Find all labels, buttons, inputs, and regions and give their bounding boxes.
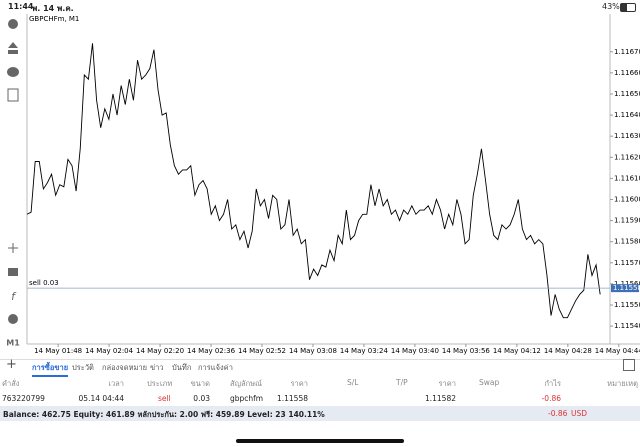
- price-line: [26, 43, 601, 319]
- crosshair-icon[interactable]: [8, 243, 18, 253]
- indicator-icon[interactable]: [8, 268, 18, 276]
- x-tick-label: 14 May 04:12: [493, 347, 541, 355]
- y-tick-label: 1.11580: [614, 238, 640, 246]
- layout-button[interactable]: [623, 359, 635, 371]
- tab[interactable]: การซื้อขาย: [32, 362, 69, 377]
- x-tick-label: 14 May 02:36: [187, 347, 236, 355]
- x-tick-label: 14 May 03:40: [391, 347, 439, 355]
- symbol-label: GBPCHFm, M1: [29, 15, 79, 23]
- y-tick-label: 1.11610: [614, 174, 640, 182]
- x-tick-label: 14 May 02:52: [238, 347, 286, 355]
- cell-type: sell: [158, 394, 171, 403]
- y-tick-label: 1.11650: [614, 90, 640, 98]
- cell-volume: 0.03: [193, 394, 210, 403]
- column-header: S/L: [347, 378, 359, 387]
- x-tick-label: 14 May 03:56: [442, 347, 491, 355]
- cell-time: 05.14 04:44: [78, 394, 124, 403]
- column-header: หมายเหตุ: [607, 379, 638, 388]
- total-profit: -0.86: [548, 409, 568, 418]
- tab[interactable]: การแจ้งค่า: [198, 363, 233, 372]
- status-date: พ. 14 พ.ค.: [32, 4, 74, 13]
- x-tick-label: 14 May 04:44: [595, 347, 640, 355]
- column-header: สัญลักษณ์: [230, 379, 263, 388]
- status-time: 11:44: [8, 2, 34, 11]
- column-header: คำสั่ง: [2, 379, 20, 388]
- chat-icon[interactable]: [7, 67, 19, 77]
- y-tick-label: 1.11630: [614, 132, 640, 140]
- column-header: T/P: [396, 378, 408, 387]
- left-toolbar: [0, 14, 27, 359]
- cell-open-price: 1.11558: [276, 394, 308, 403]
- balance-bar: [0, 406, 640, 421]
- status-battery: 43%: [602, 2, 620, 11]
- trade-icon[interactable]: [8, 42, 18, 54]
- column-header: กำไร: [544, 379, 561, 388]
- home-indicator: [236, 439, 404, 443]
- order-label: sell 0.03: [29, 279, 59, 287]
- order-price: 1.11558: [613, 284, 640, 292]
- y-tick-label: 1.11560: [614, 280, 640, 288]
- column-header: เวลา: [108, 379, 124, 388]
- cell-current-price: 1.11582: [424, 394, 456, 403]
- x-tick-label: 14 May 03:08: [289, 347, 337, 355]
- y-tick-label: 1.11550: [614, 301, 640, 309]
- x-tick-label: 14 May 04:28: [544, 347, 592, 355]
- column-header: Swap: [479, 378, 500, 387]
- column-header: ราคา: [290, 379, 308, 388]
- y-tick-label: 1.11600: [614, 195, 640, 203]
- add-icon[interactable]: [7, 88, 19, 102]
- x-tick-label: 14 May 03:24: [340, 347, 389, 355]
- battery-icon: [620, 3, 636, 12]
- y-tick-label: 1.11640: [614, 111, 640, 119]
- balance-summary: Balance: 462.75 Equity: 461.89 หลักประกั…: [3, 410, 325, 419]
- y-tick-label: 1.11540: [614, 322, 640, 330]
- order-price-tag: [611, 284, 639, 293]
- x-tick-label: 14 May 01:48: [34, 347, 82, 355]
- chart: f M1 GBPCHFm, M1 1.115401.115501.115601.…: [0, 14, 640, 359]
- y-tick-label: 1.11570: [614, 259, 640, 267]
- column-header: ราคา: [438, 379, 456, 388]
- tab[interactable]: กล่องจดหมาย: [102, 363, 148, 372]
- y-tick-label: 1.11620: [614, 153, 640, 161]
- cell-profit: -0.86: [541, 394, 561, 403]
- currency: USD: [571, 409, 588, 418]
- column-header: ประเภท: [147, 379, 173, 388]
- x-tick-label: 14 May 02:20: [136, 347, 184, 355]
- objects-icon[interactable]: [8, 314, 18, 324]
- y-tick-label: 1.11590: [614, 217, 640, 225]
- tab-bar: [0, 359, 640, 374]
- column-header: ขนาด: [190, 379, 210, 388]
- cell-symbol: gbpchfm: [230, 394, 264, 403]
- timeframe[interactable]: M1: [6, 339, 20, 348]
- add-button[interactable]: +: [6, 357, 17, 372]
- tab[interactable]: ข่าว: [150, 363, 164, 372]
- y-tick-label: 1.11660: [614, 69, 640, 77]
- tab[interactable]: บันทึก: [172, 363, 192, 372]
- cell-order: 763220799: [2, 394, 45, 403]
- x-tick-label: 14 May 02:04: [85, 347, 134, 355]
- function-icon[interactable]: f: [11, 290, 17, 303]
- tab[interactable]: ประวัติ: [72, 363, 94, 372]
- account-icon[interactable]: [8, 19, 18, 29]
- y-tick-label: 1.11670: [614, 48, 640, 56]
